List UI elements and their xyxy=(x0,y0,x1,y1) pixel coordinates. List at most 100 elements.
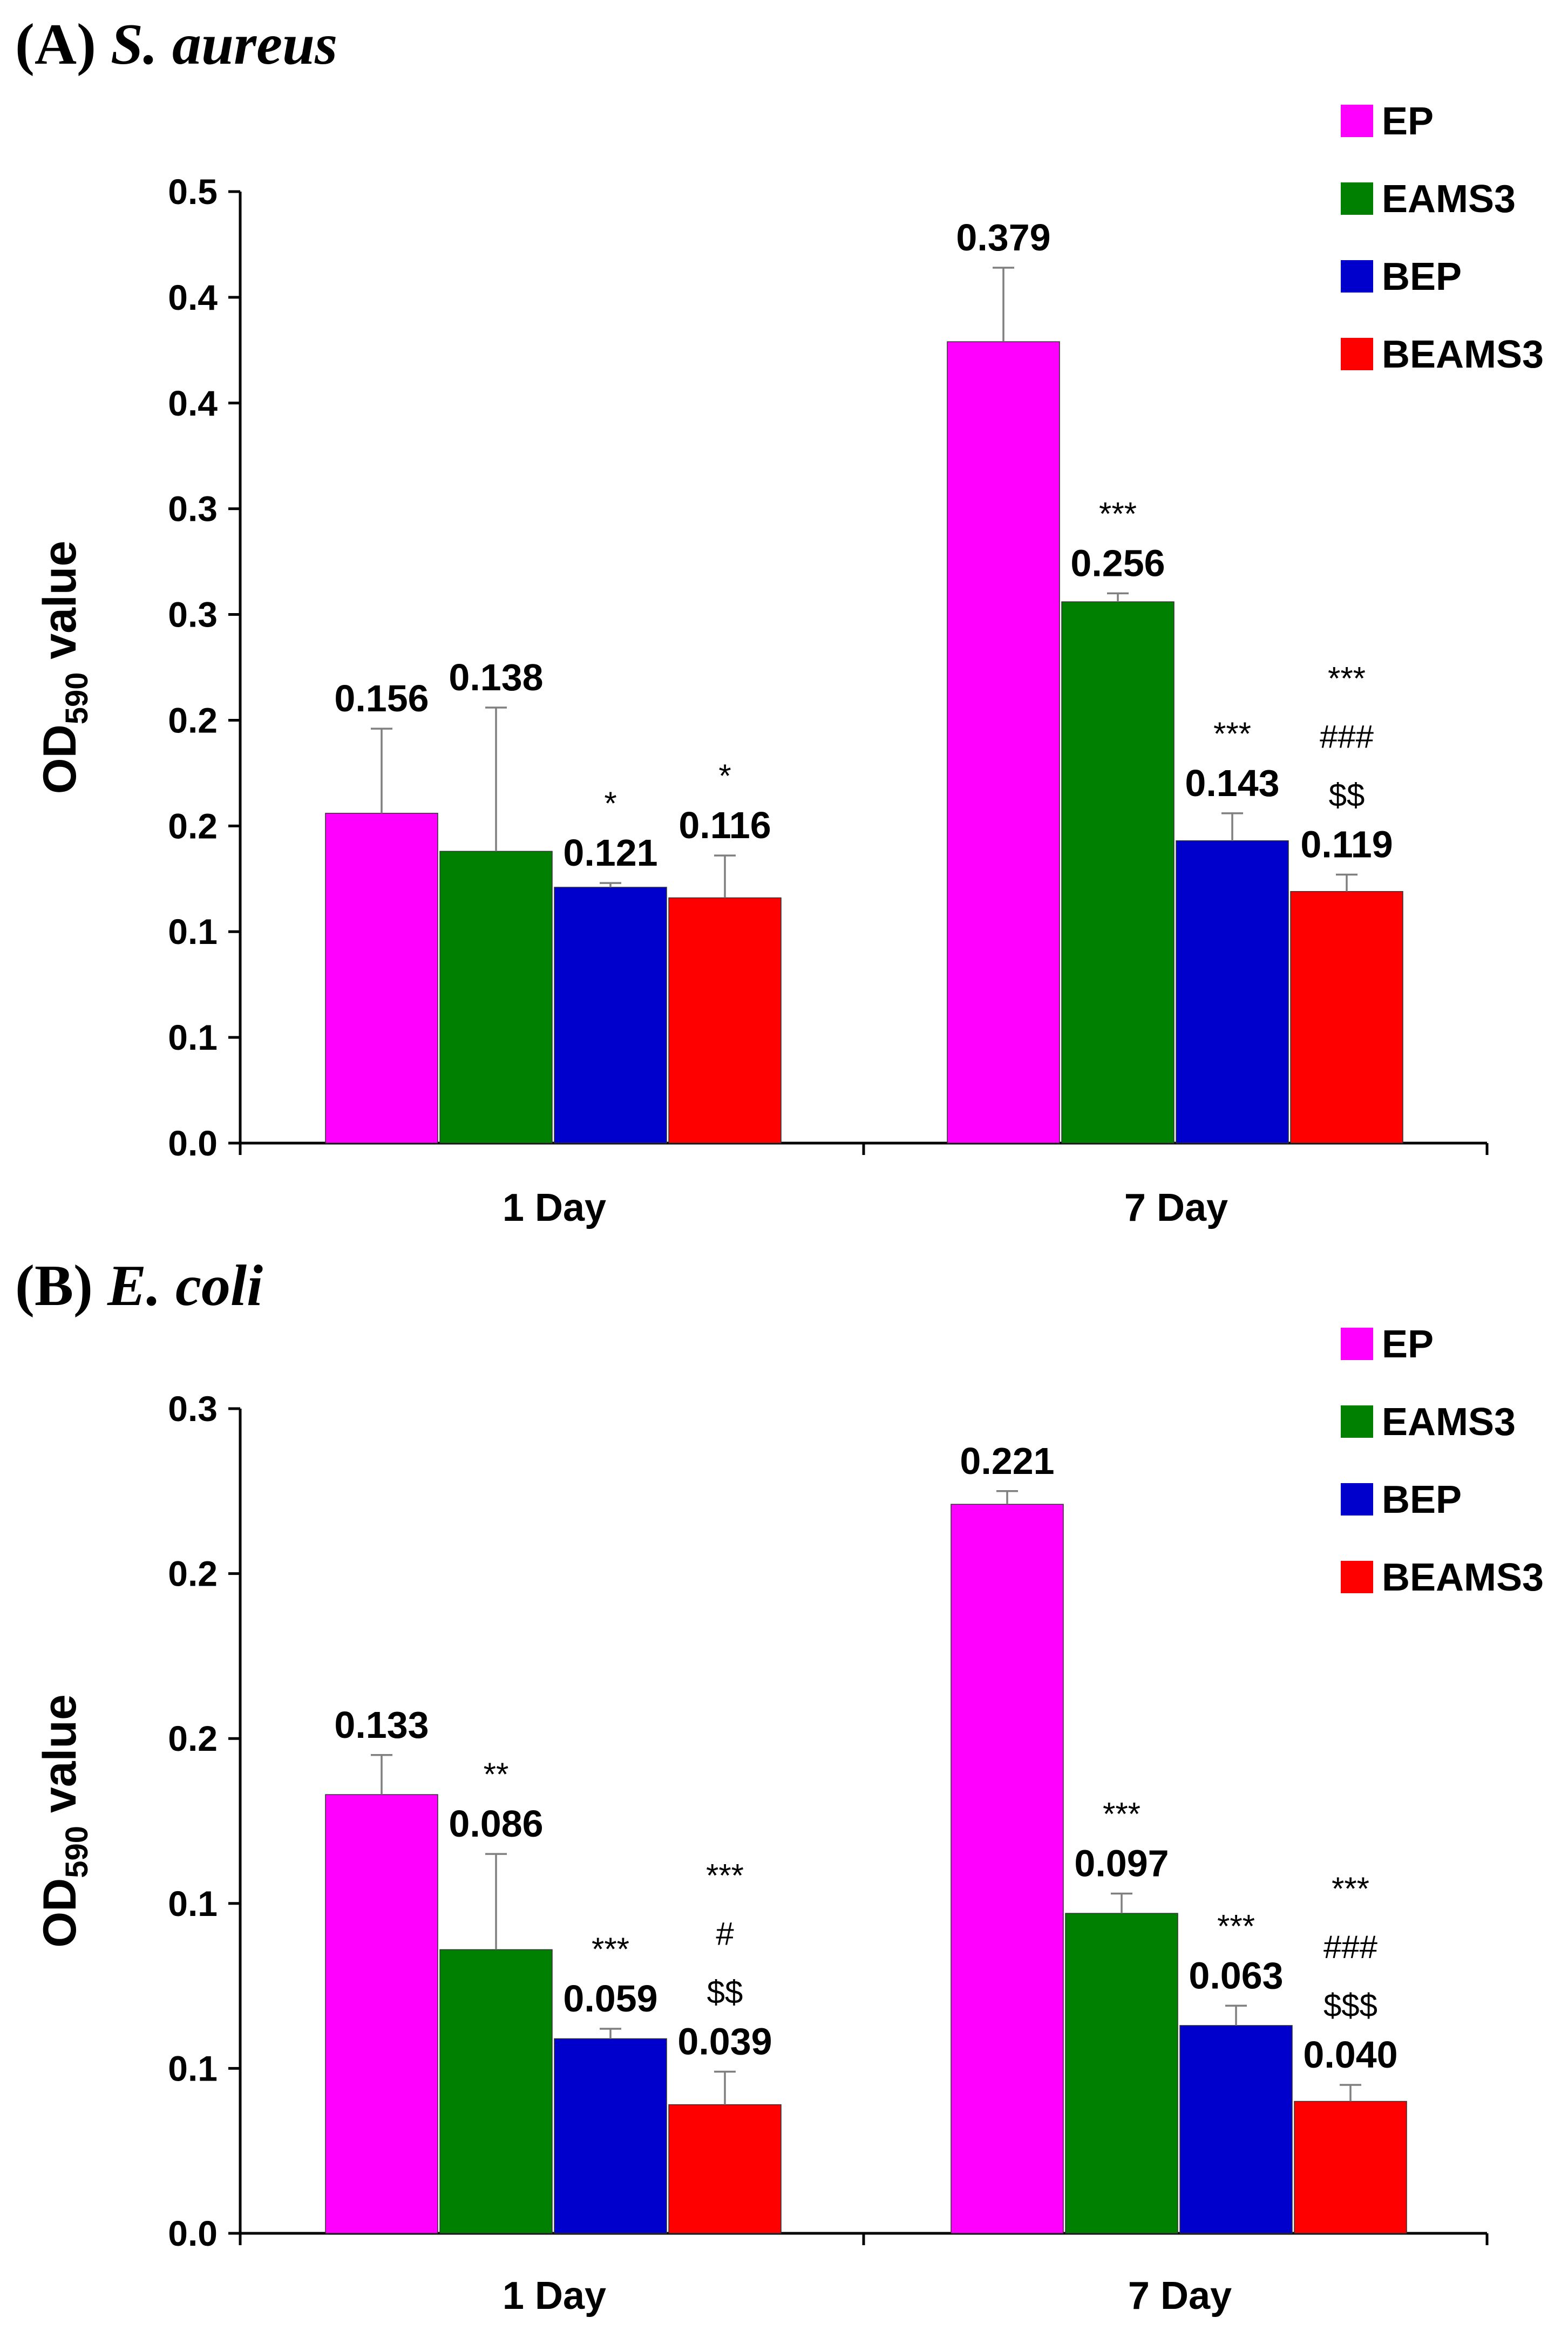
data-label: 0.143 xyxy=(1185,762,1279,804)
bar-beams3 xyxy=(1290,891,1403,1144)
data-label: 0.121 xyxy=(563,832,657,874)
significance-marker: *** xyxy=(1099,495,1137,532)
y-tick-label: 0.1 xyxy=(168,1884,218,1924)
data-label: 0.379 xyxy=(956,216,1050,259)
bar-beams3 xyxy=(668,2104,782,2234)
legend-swatch-eams3 xyxy=(1341,182,1373,215)
significance-marker: $$ xyxy=(1329,777,1365,813)
significance-marker: *** xyxy=(706,1858,744,1894)
species-name: E. coli xyxy=(107,1254,263,1318)
data-label: 0.138 xyxy=(449,656,543,698)
significance-marker: *** xyxy=(1217,1908,1255,1944)
x-category-label: 1 Day xyxy=(503,2274,606,2318)
panel-letter: (A) xyxy=(15,12,111,77)
x-category-label: 1 Day xyxy=(503,1186,606,1229)
bar-bep xyxy=(1179,2025,1293,2234)
data-label: 0.063 xyxy=(1189,1954,1283,1996)
data-label: 0.097 xyxy=(1074,1842,1169,1884)
legend-label: EP xyxy=(1382,1323,1434,1366)
x-category-label: 7 Day xyxy=(1124,1186,1228,1229)
legend-label: BEP xyxy=(1382,255,1462,298)
y-tick-label: 0.2 xyxy=(168,1718,218,1758)
data-label: 0.256 xyxy=(1070,542,1165,584)
y-tick-label: 0.4 xyxy=(168,277,218,317)
bar-eams3 xyxy=(439,851,553,1144)
significance-marker: *** xyxy=(1213,716,1251,752)
bar-ep xyxy=(325,1794,438,2234)
y-axis-title: OD590 value xyxy=(34,1694,94,1948)
y-axis-title-tail: value xyxy=(34,1694,86,1826)
bar-ep xyxy=(325,813,438,1144)
data-label: 0.156 xyxy=(334,677,429,719)
y-tick-label: 0.2 xyxy=(168,1554,218,1594)
legend: EP EAMS3 BEP BEAMS3 xyxy=(1341,1323,1544,1599)
y-axis-title: OD590 value xyxy=(34,541,94,794)
y-tick-label: 0.1 xyxy=(168,912,218,952)
panel-label: (B) E. coli xyxy=(15,1254,263,1318)
legend: EP EAMS3 BEP BEAMS3 xyxy=(1341,100,1544,376)
significance-marker: $$ xyxy=(707,1974,743,2010)
data-label: 0.059 xyxy=(563,1977,657,2020)
species-name: S. aureus xyxy=(111,12,337,77)
x-category-label: 7 Day xyxy=(1128,2274,1232,2318)
bar-ep xyxy=(951,1504,1064,2234)
significance-marker: # xyxy=(716,1916,734,1952)
legend-swatch-eams3 xyxy=(1341,1405,1373,1438)
y-axis-title-tail: value xyxy=(34,541,86,672)
significance-marker: *** xyxy=(1328,660,1366,696)
y-tick-label: 0.0 xyxy=(168,2213,218,2253)
y-tick-label: 0.1 xyxy=(168,2048,218,2088)
legend-swatch-ep xyxy=(1341,1328,1373,1360)
legend-swatch-bep xyxy=(1341,1483,1373,1516)
legend-label: BEAMS3 xyxy=(1382,333,1544,376)
data-label: 0.221 xyxy=(960,1440,1054,1482)
chart-panel-b: (B) E. coli 0.0 0.1 0.1 0.2 0.2 0.3 OD590 value… xyxy=(15,1254,1544,2318)
y-axis-title-subscript: 590 xyxy=(59,672,94,725)
legend-label: EAMS3 xyxy=(1382,1401,1516,1444)
significance-marker: $$$ xyxy=(1323,1987,1377,2023)
legend-label: BEP xyxy=(1382,1478,1462,1521)
significance-marker: ** xyxy=(484,1756,509,1792)
y-tick-label: 0.3 xyxy=(168,489,218,529)
y-axis-title-main: OD xyxy=(34,1878,86,1948)
y-tick-label: 0.0 xyxy=(168,1123,218,1163)
bar-beams3 xyxy=(1294,2101,1407,2234)
y-tick-label: 0.1 xyxy=(168,1017,218,1057)
y-tick-label: 0.3 xyxy=(168,1389,218,1429)
data-label: 0.086 xyxy=(449,1803,543,1845)
bar-ep xyxy=(947,341,1060,1144)
data-label: 0.116 xyxy=(678,804,771,846)
data-label: 0.119 xyxy=(1300,823,1393,865)
y-tick-label: 0.2 xyxy=(168,806,218,846)
data-label: 0.040 xyxy=(1303,2034,1397,2076)
bar-eams3 xyxy=(1061,601,1175,1144)
significance-marker: *** xyxy=(1332,1871,1369,1907)
chart-panel-a: (A) S. aureus 0.0 0.1 0.1 0.2 0.2 0.3 0.3 0.4 0.4… xyxy=(15,12,1544,1229)
bar-bep xyxy=(1176,840,1289,1144)
data-label: 0.133 xyxy=(334,1704,429,1746)
y-tick-label: 0.5 xyxy=(168,172,218,212)
bar-bep xyxy=(554,2038,667,2234)
legend-swatch-bep xyxy=(1341,260,1373,293)
panel-letter: (B) xyxy=(15,1254,107,1318)
y-axis-title-subscript: 590 xyxy=(59,1826,94,1878)
bar-eams3 xyxy=(439,1949,553,2234)
significance-marker: *** xyxy=(1103,1796,1141,1832)
bar-eams3 xyxy=(1065,1913,1178,2234)
legend-label: EAMS3 xyxy=(1382,178,1516,221)
significance-marker: * xyxy=(718,758,731,794)
significance-marker: ### xyxy=(1323,1929,1378,1965)
legend-swatch-beams3 xyxy=(1341,338,1373,370)
legend-label: BEAMS3 xyxy=(1382,1556,1544,1599)
significance-marker: *** xyxy=(592,1931,629,1967)
legend-swatch-ep xyxy=(1341,105,1373,137)
y-tick-label: 0.4 xyxy=(168,383,218,423)
legend-swatch-beams3 xyxy=(1341,1561,1373,1593)
y-axis-title-main: OD xyxy=(34,724,86,794)
significance-marker: ### xyxy=(1320,718,1374,755)
bar-beams3 xyxy=(668,897,782,1144)
panel-label: (A) S. aureus xyxy=(15,12,337,77)
y-tick-label: 0.2 xyxy=(168,700,218,740)
y-tick-label: 0.3 xyxy=(168,595,218,635)
